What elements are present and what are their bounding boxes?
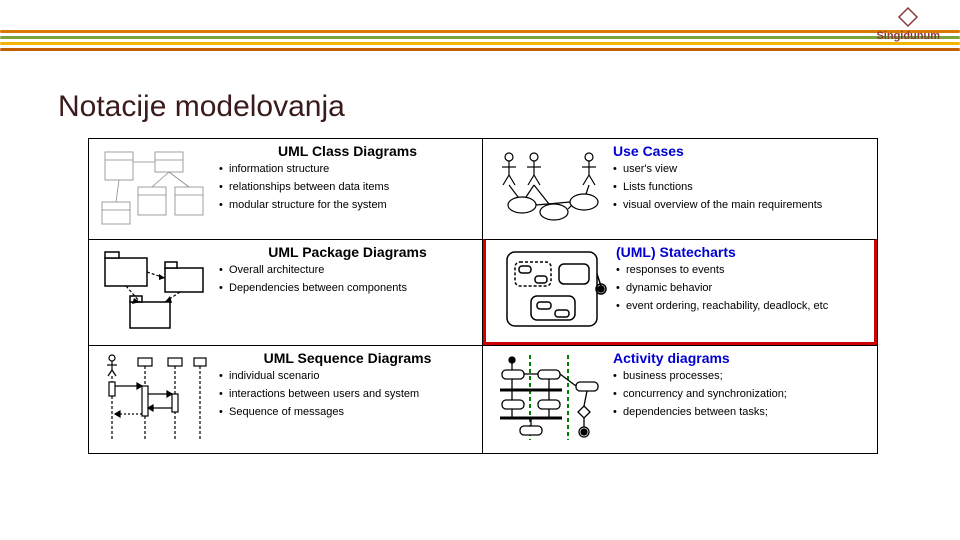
bullet-list: user's view Lists functions visual overv… <box>613 163 871 212</box>
bullet: relationships between data items <box>219 181 476 195</box>
logo-text: Singidunum <box>876 30 940 42</box>
page-title: Notacije modelovanja <box>58 90 345 124</box>
bullet: user's view <box>613 163 871 177</box>
bullet-list: business processes; concurrency and sync… <box>613 370 871 419</box>
class-diagram-icon <box>95 143 215 231</box>
bullet: Dependencies between components <box>219 282 476 296</box>
grid-row: UML Sequence Diagrams individual scenari… <box>89 345 877 453</box>
bullet: responses to events <box>616 264 868 278</box>
stripe-2 <box>0 42 960 45</box>
cell-title: Use Cases <box>613 143 871 159</box>
cell-activity-diagrams: Activity diagrams business processes; co… <box>483 345 877 453</box>
bullet-list: responses to events dynamic behavior eve… <box>616 264 868 313</box>
cell-title: Activity diagrams <box>613 350 871 366</box>
bullet-list: information structure relationships betw… <box>219 163 476 212</box>
bullet-list: Overall architecture Dependencies betwee… <box>219 264 476 296</box>
bullet: Overall architecture <box>219 264 476 278</box>
use-case-icon <box>489 143 609 231</box>
bullet: Sequence of messages <box>219 406 476 420</box>
stripe-0 <box>0 30 960 33</box>
cell-title: UML Package Diagrams <box>219 244 476 260</box>
cell-class-diagrams: UML Class Diagrams information structure… <box>89 139 483 239</box>
cell-title: (UML) Statecharts <box>616 244 868 260</box>
bullet: interactions between users and system <box>219 388 476 402</box>
sequence-diagram-icon <box>95 350 215 445</box>
cell-statecharts: (UML) Statecharts responses to events dy… <box>483 239 877 345</box>
cell-title: UML Sequence Diagrams <box>219 350 476 366</box>
bullet: dependencies between tasks; <box>613 406 871 420</box>
stripe-3 <box>0 48 960 51</box>
bullet: information structure <box>219 163 476 177</box>
cell-sequence-diagrams: UML Sequence Diagrams individual scenari… <box>89 345 483 453</box>
bullet: business processes; <box>613 370 871 384</box>
bullet: visual overview of the main requirements <box>613 199 871 213</box>
activity-diagram-icon <box>489 350 609 445</box>
header-stripes <box>0 30 960 60</box>
bullet: modular structure for the system <box>219 199 476 213</box>
bullet: event ordering, reachability, deadlock, … <box>616 300 868 314</box>
package-diagram-icon <box>95 244 215 337</box>
bullet: individual scenario <box>219 370 476 384</box>
cell-package-diagrams: UML Package Diagrams Overall architectur… <box>89 239 483 345</box>
cell-use-cases: Use Cases user's view Lists functions vi… <box>483 139 877 239</box>
logo-icon <box>897 6 919 28</box>
cell-title: UML Class Diagrams <box>219 143 476 159</box>
logo: Singidunum <box>876 6 940 42</box>
notation-grid: UML Class Diagrams information structure… <box>88 138 878 454</box>
grid-row: UML Package Diagrams Overall architectur… <box>89 239 877 345</box>
grid-row: UML Class Diagrams information structure… <box>89 139 877 239</box>
bullet: concurrency and synchronization; <box>613 388 871 402</box>
bullet-list: individual scenario interactions between… <box>219 370 476 419</box>
bullet: Lists functions <box>613 181 871 195</box>
bullet: dynamic behavior <box>616 282 868 296</box>
stripe-1 <box>0 36 960 39</box>
statechart-icon <box>492 244 612 334</box>
